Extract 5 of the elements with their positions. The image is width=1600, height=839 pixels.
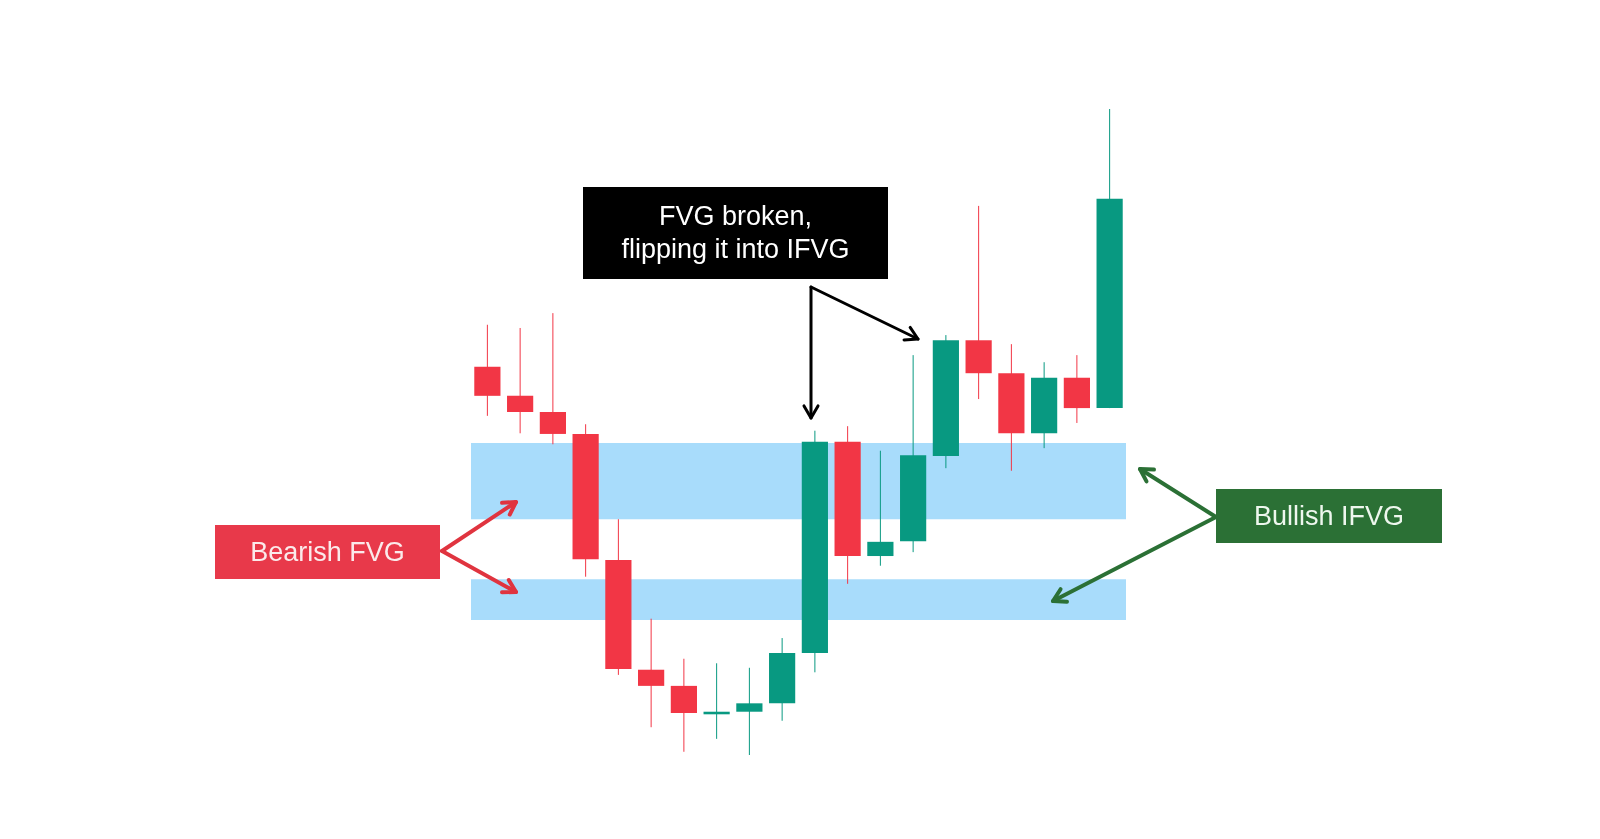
annotation: FVG broken, flipping it into IFVG [621,200,850,266]
candlestick [736,667,763,756]
text: Bearish FVG [250,535,405,569]
candlestick [867,450,894,567]
text: Bullish IFVG [1253,499,1405,533]
